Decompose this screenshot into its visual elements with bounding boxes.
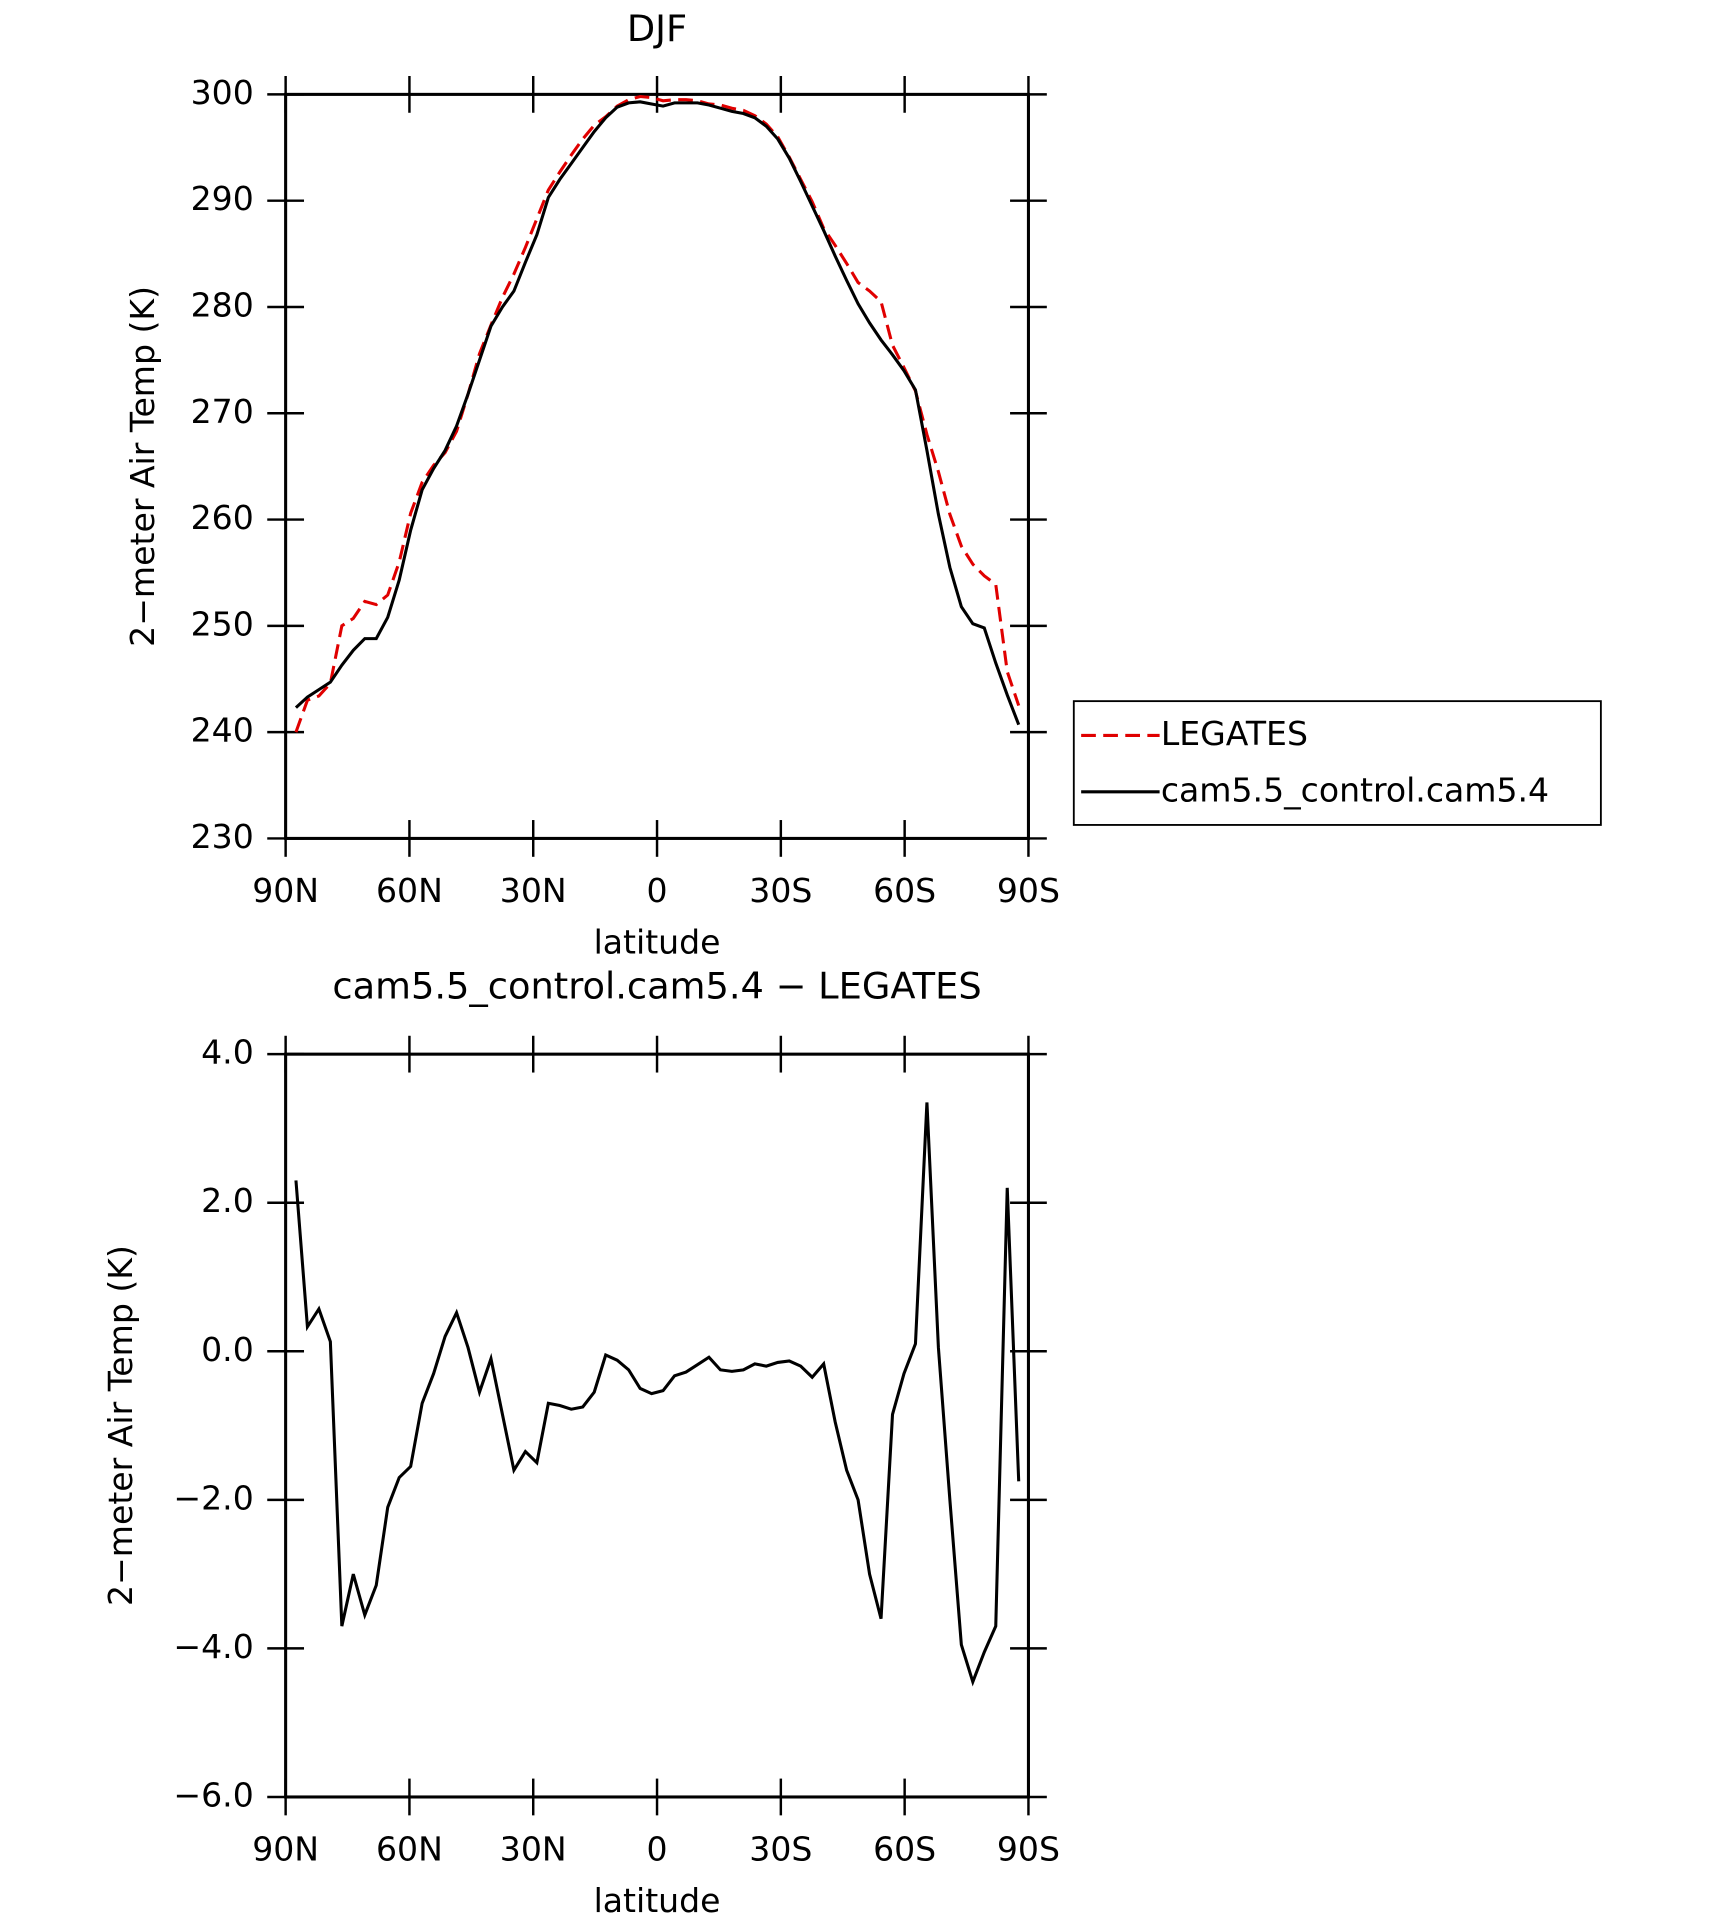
y-tick-label: 300 xyxy=(191,73,254,112)
y-axis-label: 2−meter Air Temp (K) xyxy=(123,286,162,647)
x-tick-label: 30S xyxy=(749,871,812,910)
y-tick-label: 280 xyxy=(191,285,254,324)
y-tick-label: 270 xyxy=(191,392,254,431)
y-tick-label: 0.0 xyxy=(201,1330,254,1369)
x-tick-label: 30S xyxy=(749,1829,812,1868)
x-tick-label: 30N xyxy=(500,1829,567,1868)
x-tick-label: 60S xyxy=(873,1829,936,1868)
x-tick-label: 30N xyxy=(500,871,567,910)
y-tick-label: 290 xyxy=(191,179,254,218)
x-axis-label: latitude xyxy=(594,1881,721,1920)
y-tick-label: −4.0 xyxy=(173,1627,253,1666)
x-tick-label: 60N xyxy=(376,871,443,910)
y-tick-label: 4.0 xyxy=(201,1033,254,1072)
y-axis-label: 2−meter Air Temp (K) xyxy=(101,1245,140,1606)
y-tick-label: −6.0 xyxy=(173,1775,253,1814)
x-tick-label: 90N xyxy=(252,871,319,910)
chart-title: DJF xyxy=(627,7,687,50)
y-tick-label: 2.0 xyxy=(201,1181,254,1220)
chart-title: cam5.5_control.cam5.4 − LEGATES xyxy=(332,964,981,1007)
legend-box xyxy=(1072,700,1602,826)
data-line xyxy=(294,94,1021,733)
plot-frame xyxy=(284,1052,1030,1799)
y-tick-label: 240 xyxy=(191,711,254,750)
x-tick-label: 90S xyxy=(997,871,1060,910)
x-tick-label: 90S xyxy=(997,1829,1060,1868)
legend-label: cam5.5_control.cam5.4 xyxy=(1161,770,1549,809)
x-tick-label: 60N xyxy=(376,1829,443,1868)
x-tick-label: 0 xyxy=(647,1829,668,1868)
y-tick-label: 260 xyxy=(191,498,254,537)
x-tick-label: 0 xyxy=(647,871,668,910)
y-tick-label: 250 xyxy=(191,604,254,643)
y-tick-label: −2.0 xyxy=(173,1478,253,1517)
plot-frame xyxy=(284,92,1030,840)
x-tick-label: 90N xyxy=(252,1829,319,1868)
x-tick-label: 60S xyxy=(873,871,936,910)
legend-label: LEGATES xyxy=(1161,714,1308,753)
data-line xyxy=(294,1102,1021,1687)
data-line xyxy=(294,100,1021,726)
y-tick-label: 230 xyxy=(191,817,254,856)
x-axis-label: latitude xyxy=(594,922,721,961)
